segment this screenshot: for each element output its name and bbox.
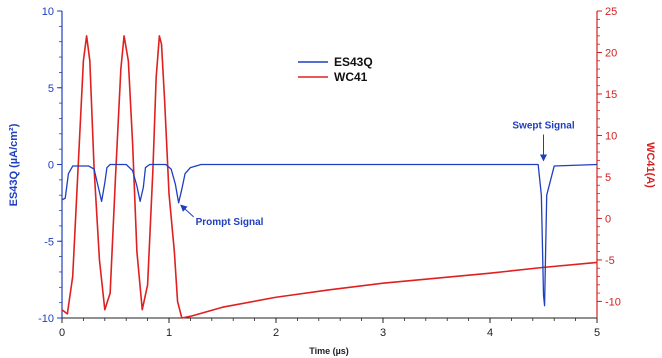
right-tick-label: 15: [605, 89, 617, 101]
right-axis-title: WC41(A): [644, 142, 656, 188]
left-tick-label: -10: [38, 313, 54, 325]
right-tick-label: 25: [605, 6, 617, 18]
right-tick-label: 0: [605, 213, 611, 225]
left-axis-ticks: 10 5 0 -5 -10: [38, 6, 62, 325]
swept-signal-label: Swept Signal: [512, 121, 574, 132]
x-tick-label: 5: [594, 327, 600, 339]
x-axis-title: Time (µs): [309, 346, 349, 356]
legend-label-wc41: WC41: [334, 70, 368, 84]
left-tick-label: 10: [42, 6, 54, 18]
series-layer: [61, 35, 598, 319]
prompt-signal-label: Prompt Signal: [196, 217, 264, 228]
prompt-signal-arrow: [180, 204, 194, 218]
right-axis-ticks: 25 20 15 10 5 0 -5 -10: [597, 6, 621, 308]
x-tick-label: 3: [380, 327, 386, 339]
x-tick-label: 2: [273, 327, 279, 339]
right-tick-label: -10: [605, 296, 621, 308]
right-tick-label: 20: [605, 47, 617, 59]
left-tick-label: -5: [44, 236, 54, 248]
legend-label-es43q: ES43Q: [334, 55, 373, 69]
annotation-layer: Prompt Signal Swept Signal: [180, 121, 575, 228]
x-tick-label: 1: [166, 327, 172, 339]
right-tick-label: -5: [605, 255, 615, 267]
left-axis-title: ES43Q (µA/cm²): [8, 123, 20, 206]
right-tick-label: 5: [605, 172, 611, 184]
x-tick-label: 0: [59, 327, 65, 339]
left-tick-label: 5: [48, 83, 54, 95]
right-tick-label: 10: [605, 130, 617, 142]
legend: ES43Q WC41: [298, 55, 373, 84]
x-tick-label: 4: [487, 327, 493, 339]
left-tick-label: 0: [48, 160, 54, 172]
